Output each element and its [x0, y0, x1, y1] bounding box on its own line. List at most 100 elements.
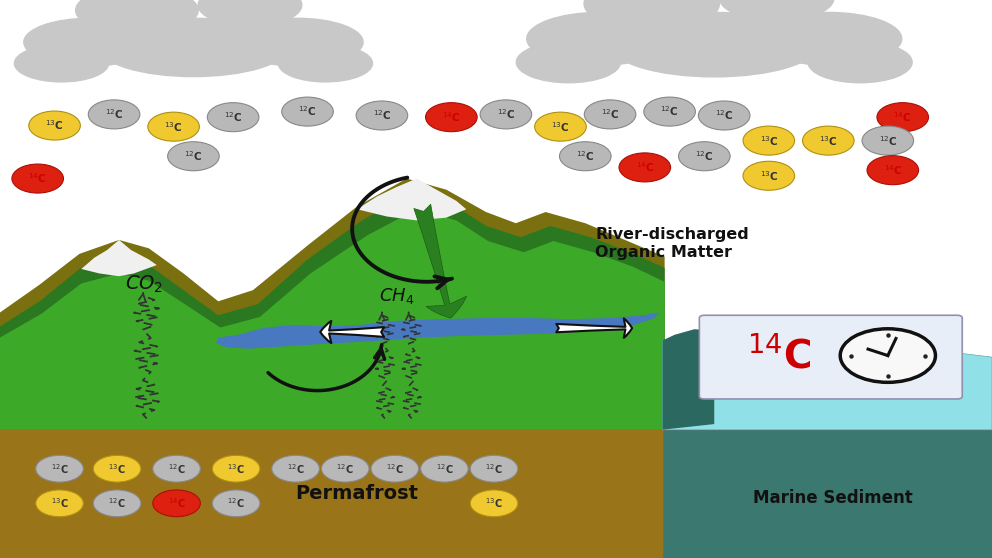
Text: $^{12}$C: $^{12}$C — [497, 108, 515, 121]
Circle shape — [282, 97, 333, 126]
Text: $^{14}$C: $^{14}$C — [636, 161, 654, 174]
Text: $^{14}$C: $^{14}$C — [168, 497, 186, 510]
Circle shape — [877, 103, 929, 132]
Circle shape — [698, 101, 750, 130]
Ellipse shape — [719, 0, 834, 21]
Bar — [0, 430, 663, 558]
Text: Marine Sediment: Marine Sediment — [753, 489, 914, 507]
Circle shape — [321, 455, 369, 482]
Circle shape — [153, 490, 200, 517]
Polygon shape — [216, 312, 660, 349]
Circle shape — [272, 455, 319, 482]
Circle shape — [36, 455, 83, 482]
Text: $^{12}$C: $^{12}$C — [601, 108, 619, 121]
Circle shape — [480, 100, 532, 129]
Text: $^{13}$C: $^{13}$C — [165, 120, 183, 133]
Ellipse shape — [807, 42, 913, 83]
Text: $^{13}$C: $^{13}$C — [485, 497, 503, 510]
Ellipse shape — [231, 18, 363, 66]
Text: $^{12}$C: $^{12}$C — [695, 150, 713, 163]
Ellipse shape — [527, 12, 673, 65]
Circle shape — [36, 490, 83, 517]
Circle shape — [88, 100, 140, 129]
Text: $^{13}$C: $^{13}$C — [552, 120, 569, 133]
Text: $^{12}$C: $^{12}$C — [373, 109, 391, 122]
Text: $^{12}$C: $^{12}$C — [576, 150, 594, 163]
Circle shape — [803, 126, 854, 155]
Circle shape — [12, 164, 63, 193]
Ellipse shape — [198, 0, 302, 26]
Text: $^{12}$C: $^{12}$C — [224, 110, 242, 124]
Ellipse shape — [278, 45, 373, 82]
Polygon shape — [0, 193, 665, 430]
Text: $^{12}$C: $^{12}$C — [299, 105, 316, 118]
Circle shape — [867, 156, 919, 185]
Text: $^{14}$C: $^{14}$C — [29, 172, 47, 185]
Ellipse shape — [610, 12, 818, 77]
Circle shape — [93, 455, 141, 482]
Circle shape — [426, 103, 477, 132]
Text: $^{12}$C: $^{12}$C — [185, 150, 202, 163]
Circle shape — [679, 142, 730, 171]
Text: $^{14}$C: $^{14}$C — [894, 110, 912, 124]
Circle shape — [535, 112, 586, 141]
Circle shape — [470, 490, 518, 517]
Polygon shape — [357, 179, 466, 220]
Text: $^{12}$C: $^{12}$C — [715, 109, 733, 122]
Ellipse shape — [14, 45, 108, 82]
Text: $^{12}$C: $^{12}$C — [105, 108, 123, 121]
Circle shape — [470, 455, 518, 482]
Polygon shape — [663, 329, 714, 430]
Ellipse shape — [756, 12, 902, 65]
Circle shape — [93, 490, 141, 517]
Text: $^{13}$C: $^{13}$C — [819, 134, 837, 147]
Circle shape — [29, 111, 80, 140]
Circle shape — [559, 142, 611, 171]
Polygon shape — [81, 240, 157, 276]
Text: $^{14}$C: $^{14}$C — [747, 336, 810, 375]
Text: $^{12}$C: $^{12}$C — [386, 462, 404, 475]
Circle shape — [862, 126, 914, 155]
Text: $^{13}$C: $^{13}$C — [227, 462, 245, 475]
Text: $^{13}$C: $^{13}$C — [51, 497, 68, 510]
Text: $^{12}$C: $^{12}$C — [435, 462, 453, 475]
Text: $^{12}$C: $^{12}$C — [485, 462, 503, 475]
Polygon shape — [663, 430, 992, 558]
Text: $^{14}$C: $^{14}$C — [442, 110, 460, 124]
Circle shape — [743, 126, 795, 155]
Text: $CO_2$: $CO_2$ — [125, 274, 163, 295]
Text: $^{12}$C: $^{12}$C — [227, 497, 245, 510]
Polygon shape — [663, 340, 992, 430]
Text: Permafrost: Permafrost — [296, 484, 419, 503]
Circle shape — [356, 101, 408, 130]
Circle shape — [212, 490, 260, 517]
Text: $CH_4$: $CH_4$ — [379, 286, 415, 306]
FancyBboxPatch shape — [699, 315, 962, 399]
Text: $^{13}$C: $^{13}$C — [760, 169, 778, 182]
Circle shape — [371, 455, 419, 482]
Text: $^{13}$C: $^{13}$C — [46, 119, 63, 132]
Text: $^{13}$C: $^{13}$C — [108, 462, 126, 475]
Polygon shape — [0, 179, 665, 430]
Text: $^{12}$C: $^{12}$C — [336, 462, 354, 475]
Text: $^{14}$C: $^{14}$C — [884, 163, 902, 177]
Circle shape — [168, 142, 219, 171]
Circle shape — [644, 97, 695, 126]
Ellipse shape — [75, 0, 198, 34]
Circle shape — [148, 112, 199, 141]
Ellipse shape — [99, 18, 288, 76]
Polygon shape — [0, 209, 665, 430]
Circle shape — [212, 455, 260, 482]
Ellipse shape — [24, 18, 156, 66]
Text: $^{12}$C: $^{12}$C — [168, 462, 186, 475]
Text: $^{12}$C: $^{12}$C — [51, 462, 68, 475]
Circle shape — [619, 153, 671, 182]
Ellipse shape — [584, 0, 719, 30]
Text: River-discharged: River-discharged — [595, 227, 749, 242]
Circle shape — [840, 329, 935, 382]
Text: $^{13}$C: $^{13}$C — [760, 134, 778, 147]
Circle shape — [584, 100, 636, 129]
Circle shape — [743, 161, 795, 190]
Text: $^{12}$C: $^{12}$C — [108, 497, 126, 510]
Circle shape — [153, 455, 200, 482]
